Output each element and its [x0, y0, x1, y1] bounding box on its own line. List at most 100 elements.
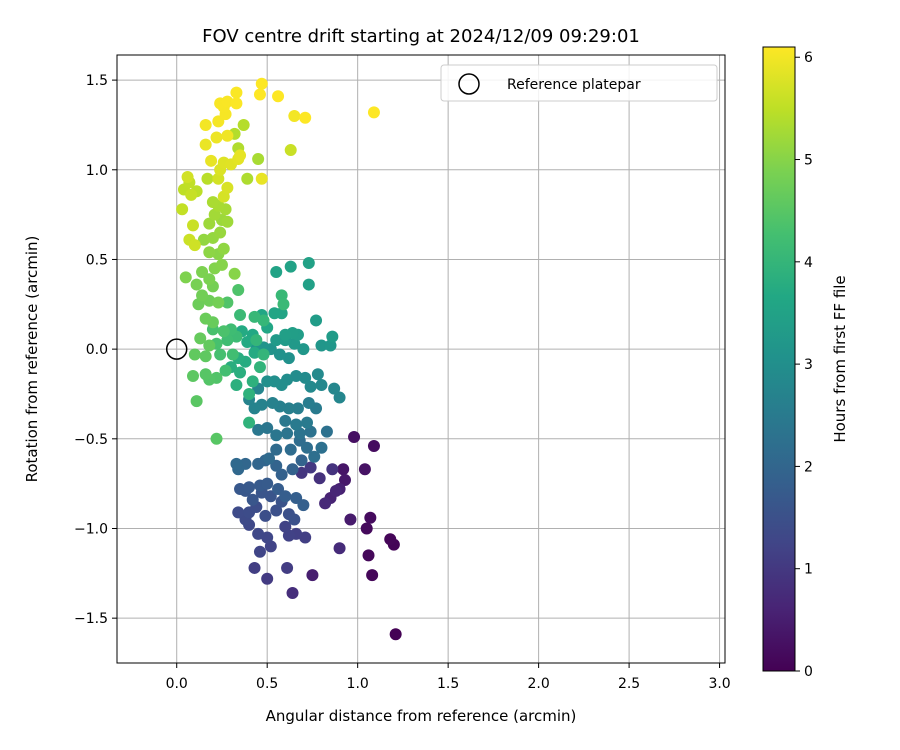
data-point	[384, 533, 397, 546]
data-point	[210, 131, 223, 144]
data-point	[252, 457, 265, 470]
data-point	[270, 443, 283, 456]
data-point	[230, 86, 243, 99]
data-point	[203, 339, 216, 352]
x-axis-label: Angular distance from reference (arcmin)	[266, 707, 577, 725]
data-point	[284, 443, 297, 456]
data-point	[221, 181, 234, 194]
data-point	[286, 587, 299, 600]
data-point	[288, 109, 301, 122]
data-point	[248, 310, 261, 323]
data-point	[333, 391, 346, 404]
y-tick-label: −1.5	[74, 611, 108, 627]
data-point	[337, 463, 350, 476]
data-point	[367, 439, 380, 452]
data-point	[215, 258, 228, 271]
data-point	[179, 271, 192, 284]
data-point	[290, 370, 303, 383]
data-point	[344, 513, 357, 526]
colorbar-label: Hours from first FF file	[831, 275, 849, 442]
data-point	[252, 153, 265, 166]
y-tick-label: 0.0	[86, 342, 108, 358]
reference-platepar-marker	[165, 338, 188, 360]
data-point	[281, 561, 294, 574]
data-point	[326, 330, 339, 343]
data-point	[246, 493, 259, 506]
data-point	[315, 441, 328, 454]
data-point	[199, 368, 212, 381]
data-point	[279, 328, 292, 341]
data-point	[302, 396, 315, 409]
data-point	[181, 170, 194, 183]
data-point	[253, 88, 266, 101]
data-point	[257, 348, 270, 361]
data-point	[234, 483, 247, 496]
data-point	[190, 395, 203, 408]
data-point	[261, 477, 274, 490]
data-point	[313, 472, 326, 485]
data-point	[185, 188, 198, 201]
data-point	[199, 350, 212, 363]
data-point	[308, 450, 321, 463]
data-point	[329, 484, 342, 497]
data-point	[282, 402, 295, 415]
data-point	[360, 522, 373, 535]
data-point	[234, 309, 247, 322]
x-tick-label: 1.5	[437, 676, 459, 692]
data-point	[301, 416, 313, 429]
data-point	[326, 463, 339, 476]
data-point	[270, 334, 283, 347]
data-point	[266, 396, 279, 409]
data-point	[194, 332, 207, 345]
y-tick-label: 0.5	[86, 252, 108, 268]
data-point	[234, 149, 247, 162]
data-point	[299, 531, 312, 544]
data-point	[250, 334, 263, 347]
y-tick-label: 1.5	[86, 73, 108, 89]
data-point	[272, 90, 285, 103]
data-point	[214, 348, 227, 361]
colorbar-tick-label: 6	[804, 50, 813, 66]
x-tick-label: 0.5	[256, 676, 278, 692]
data-point	[306, 569, 319, 582]
colorbar-tick-label: 3	[804, 357, 813, 373]
colorbar-gradient	[762, 46, 796, 672]
data-point	[230, 97, 243, 110]
legend-box	[440, 64, 718, 102]
data-point	[230, 457, 243, 470]
data-point	[286, 463, 299, 476]
data-point	[284, 260, 297, 273]
data-points	[176, 77, 402, 641]
data-point	[188, 348, 201, 361]
data-point	[261, 531, 274, 544]
data-point	[273, 348, 286, 361]
data-point	[324, 339, 337, 352]
data-point	[282, 352, 295, 365]
data-point	[234, 366, 247, 379]
data-point	[290, 418, 303, 431]
data-point	[255, 172, 268, 185]
data-point	[203, 217, 216, 230]
data-point	[297, 499, 310, 512]
data-point	[277, 298, 290, 311]
data-point	[187, 370, 199, 383]
data-point	[241, 172, 254, 185]
data-point	[248, 346, 261, 359]
data-point	[270, 429, 283, 442]
data-point	[362, 549, 375, 562]
data-point	[366, 569, 379, 582]
data-point	[221, 129, 234, 142]
data-point	[304, 461, 317, 474]
data-point	[270, 504, 283, 517]
y-tick-label: −1.0	[74, 521, 108, 537]
data-point	[201, 172, 214, 185]
data-point	[315, 379, 328, 392]
data-point	[301, 441, 313, 454]
data-point	[270, 266, 283, 279]
data-point	[196, 289, 209, 302]
data-point	[203, 246, 216, 259]
data-point	[187, 219, 199, 232]
data-point	[241, 335, 254, 348]
data-point	[367, 106, 380, 119]
colorbar-tick-label: 0	[804, 664, 813, 680]
